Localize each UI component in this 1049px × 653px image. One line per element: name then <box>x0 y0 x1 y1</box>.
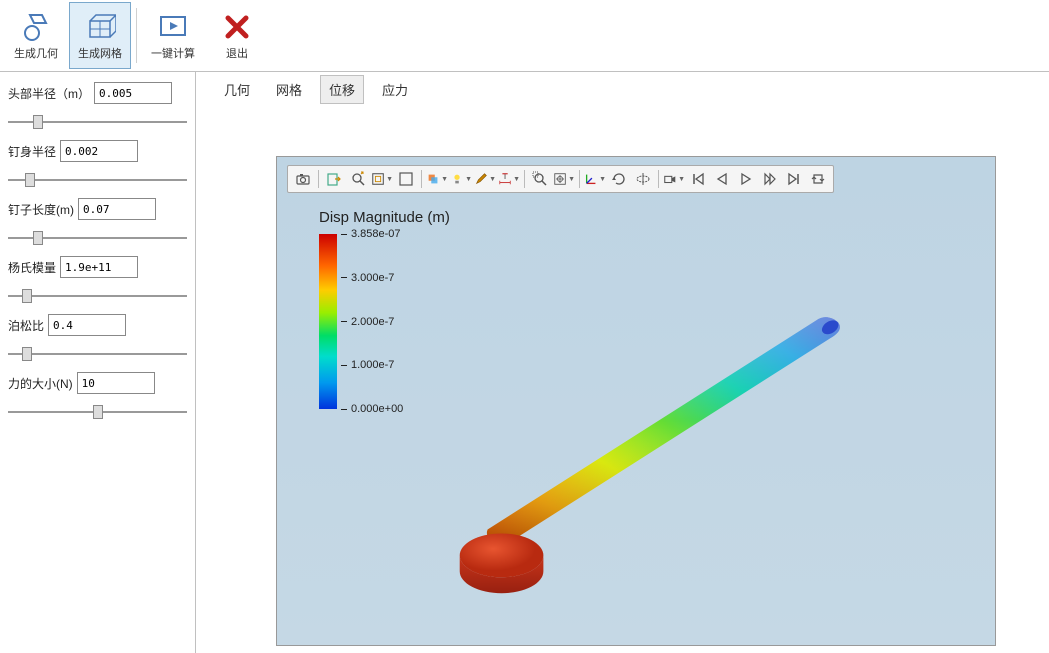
tab-geometry[interactable]: 几何 <box>216 76 258 103</box>
param-label: 头部半径（m） <box>8 85 90 102</box>
param-label: 钉子长度(m) <box>8 201 74 218</box>
pan-mode-icon[interactable]: ▼ <box>553 168 575 190</box>
ribbon-btn-compute[interactable]: 一键计算 <box>142 2 204 69</box>
content-area: 几何 网格 位移 应力 ▼ ▼ ▼ ▼ <box>196 72 1049 653</box>
last-frame-icon[interactable] <box>783 168 805 190</box>
ribbon-btn-exit[interactable]: 退出 <box>206 2 268 69</box>
ribbon-btn-mesh[interactable]: 生成网格 <box>69 2 131 69</box>
ribbon-label: 退出 <box>226 45 248 61</box>
param-input[interactable] <box>60 256 138 278</box>
light-icon[interactable]: ▼ <box>450 168 472 190</box>
next-frame-icon[interactable] <box>759 168 781 190</box>
compute-icon <box>157 11 189 43</box>
camera-icon[interactable] <box>292 168 314 190</box>
param-slider[interactable] <box>8 179 187 181</box>
ribbon-toolbar: 生成几何 生成网格 一键计算 退出 <box>0 0 1049 72</box>
select-rect-icon[interactable] <box>395 168 417 190</box>
param-slider[interactable] <box>8 411 187 413</box>
parameters-panel: 头部半径（m） 钉身半径 钉子长度(m) 杨氏模量 泊松比 <box>0 72 196 653</box>
ribbon-btn-geometry[interactable]: 生成几何 <box>5 2 67 69</box>
param-slider[interactable] <box>8 295 187 297</box>
tab-displacement[interactable]: 位移 <box>320 75 364 104</box>
param-row: 杨氏模量 <box>8 256 187 300</box>
mesh-icon <box>84 11 116 43</box>
param-input[interactable] <box>48 314 126 336</box>
exit-icon <box>221 11 253 43</box>
ribbon-separator <box>136 8 137 63</box>
result-tabs: 几何 网格 位移 应力 <box>196 72 1049 106</box>
param-slider[interactable] <box>8 353 187 355</box>
tab-stress[interactable]: 应力 <box>374 76 416 103</box>
viewport-container: ▼ ▼ ▼ ▼ ▼ ▼ ▼ ▼ <box>196 106 1049 653</box>
measure-icon[interactable]: ▼ <box>498 168 520 190</box>
select-box-icon[interactable]: ▼ <box>371 168 393 190</box>
viewport-toolbar: ▼ ▼ ▼ ▼ ▼ ▼ ▼ ▼ <box>287 165 834 193</box>
ribbon-label: 一键计算 <box>151 45 195 61</box>
param-label: 泊松比 <box>8 317 44 334</box>
zoom-fit-icon[interactable] <box>347 168 369 190</box>
param-row: 钉身半径 <box>8 140 187 184</box>
param-input[interactable] <box>77 372 155 394</box>
param-row: 头部半径（m） <box>8 82 187 126</box>
param-slider[interactable] <box>8 237 187 239</box>
ribbon-label: 生成几何 <box>14 45 58 61</box>
first-frame-icon[interactable] <box>687 168 709 190</box>
viewport-3d[interactable]: ▼ ▼ ▼ ▼ ▼ ▼ ▼ ▼ <box>276 156 996 646</box>
loop-icon[interactable] <box>807 168 829 190</box>
param-label: 钉身半径 <box>8 143 56 160</box>
play-icon[interactable] <box>735 168 757 190</box>
ribbon-label: 生成网格 <box>78 45 122 61</box>
zoom-region-icon[interactable] <box>529 168 551 190</box>
param-input[interactable] <box>60 140 138 162</box>
param-label: 杨氏模量 <box>8 259 56 276</box>
axis-icon[interactable]: ▼ <box>584 168 606 190</box>
param-row: 泊松比 <box>8 314 187 358</box>
tab-mesh[interactable]: 网格 <box>268 76 310 103</box>
brush-icon[interactable]: ▼ <box>474 168 496 190</box>
rotate-icon[interactable] <box>608 168 630 190</box>
param-slider[interactable] <box>8 121 187 123</box>
geometry-icon <box>20 11 52 43</box>
param-row: 钉子长度(m) <box>8 198 187 242</box>
video-icon[interactable]: ▼ <box>663 168 685 190</box>
param-row: 力的大小(N) <box>8 372 187 416</box>
layers-icon[interactable]: ▼ <box>426 168 448 190</box>
prev-frame-icon[interactable] <box>711 168 733 190</box>
export-icon[interactable] <box>323 168 345 190</box>
param-label: 力的大小(N) <box>8 375 73 392</box>
spin-icon[interactable] <box>632 168 654 190</box>
main-area: 头部半径（m） 钉身半径 钉子长度(m) 杨氏模量 泊松比 <box>0 72 1049 653</box>
param-input[interactable] <box>94 82 172 104</box>
nail-render <box>277 157 995 645</box>
param-input[interactable] <box>78 198 156 220</box>
